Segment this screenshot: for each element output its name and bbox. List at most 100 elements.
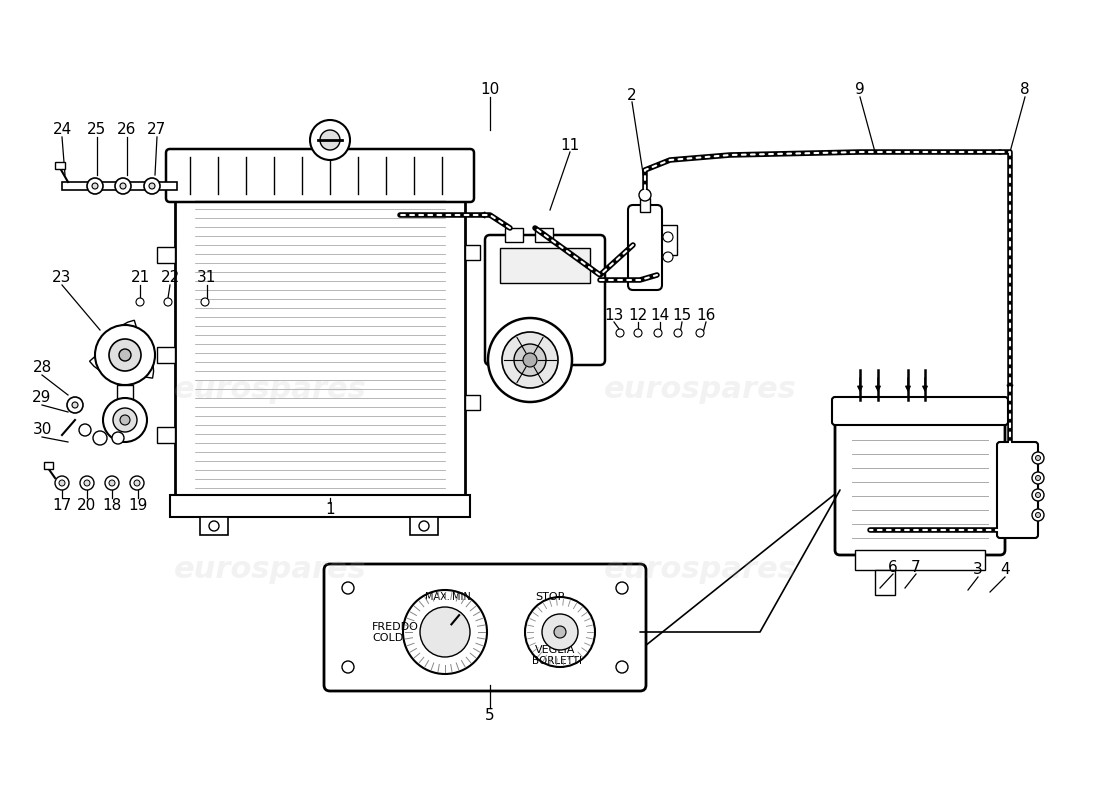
Circle shape <box>209 521 219 531</box>
Circle shape <box>72 402 78 408</box>
Circle shape <box>84 480 90 486</box>
Circle shape <box>80 476 94 490</box>
FancyBboxPatch shape <box>832 397 1008 425</box>
Circle shape <box>55 476 69 490</box>
Circle shape <box>1035 455 1041 461</box>
Circle shape <box>109 480 116 486</box>
Text: BORLETTI: BORLETTI <box>532 656 582 666</box>
Text: eurospares: eurospares <box>174 555 366 585</box>
Circle shape <box>674 329 682 337</box>
Circle shape <box>67 397 82 413</box>
Text: 30: 30 <box>32 422 52 438</box>
Circle shape <box>522 353 537 367</box>
Circle shape <box>164 298 172 306</box>
Text: 18: 18 <box>102 498 122 513</box>
Text: 17: 17 <box>53 498 72 513</box>
Text: 20: 20 <box>77 498 97 513</box>
Circle shape <box>120 183 127 189</box>
Text: 3: 3 <box>974 562 983 578</box>
Circle shape <box>663 232 673 242</box>
Text: VEGLIA: VEGLIA <box>535 645 575 655</box>
Text: COLD: COLD <box>372 633 404 643</box>
Bar <box>200 517 228 535</box>
Circle shape <box>616 661 628 673</box>
Text: 16: 16 <box>696 307 716 322</box>
Circle shape <box>136 298 144 306</box>
Circle shape <box>320 130 340 150</box>
Text: 26: 26 <box>118 122 136 138</box>
Text: eurospares: eurospares <box>174 375 366 405</box>
Bar <box>535 228 553 242</box>
Circle shape <box>134 480 140 486</box>
Bar <box>659 225 676 255</box>
Bar <box>640 198 650 212</box>
Circle shape <box>201 298 209 306</box>
Text: 25: 25 <box>87 122 107 138</box>
Bar <box>157 427 175 443</box>
Text: 6: 6 <box>888 559 898 574</box>
Text: 14: 14 <box>650 307 670 322</box>
Circle shape <box>103 398 147 442</box>
Circle shape <box>1035 475 1041 481</box>
Text: 29: 29 <box>32 390 52 406</box>
Text: 9: 9 <box>855 82 865 98</box>
Text: 28: 28 <box>32 361 52 375</box>
Circle shape <box>116 178 131 194</box>
Circle shape <box>488 318 572 402</box>
Text: 7: 7 <box>911 559 921 574</box>
Bar <box>855 550 984 570</box>
Bar <box>874 570 895 595</box>
FancyBboxPatch shape <box>485 235 605 365</box>
Circle shape <box>616 329 624 337</box>
Circle shape <box>148 183 155 189</box>
Text: 15: 15 <box>672 307 692 322</box>
Circle shape <box>542 614 578 650</box>
Bar <box>55 162 65 169</box>
Circle shape <box>514 344 546 376</box>
Bar <box>410 517 438 535</box>
Text: eurospares: eurospares <box>604 555 796 585</box>
Circle shape <box>113 408 138 432</box>
Circle shape <box>616 582 628 594</box>
Circle shape <box>419 521 429 531</box>
Circle shape <box>92 183 98 189</box>
Circle shape <box>1032 452 1044 464</box>
Text: 8: 8 <box>1020 82 1030 98</box>
Bar <box>175 195 465 495</box>
Text: 10: 10 <box>481 82 499 98</box>
Text: 1: 1 <box>326 502 334 518</box>
Circle shape <box>342 661 354 673</box>
Text: 24: 24 <box>53 122 72 138</box>
Circle shape <box>420 607 470 657</box>
Bar <box>505 228 522 242</box>
Circle shape <box>1032 509 1044 521</box>
Text: 13: 13 <box>604 307 624 322</box>
Text: 19: 19 <box>129 498 147 513</box>
Circle shape <box>112 432 124 444</box>
Circle shape <box>1032 472 1044 484</box>
Text: 23: 23 <box>53 270 72 286</box>
Circle shape <box>59 480 65 486</box>
FancyBboxPatch shape <box>324 564 646 691</box>
Circle shape <box>109 339 141 371</box>
Circle shape <box>696 329 704 337</box>
Text: 12: 12 <box>628 307 648 322</box>
Circle shape <box>554 626 566 638</box>
Circle shape <box>120 415 130 425</box>
Bar <box>44 462 53 469</box>
Bar <box>117 385 133 405</box>
Circle shape <box>403 590 487 674</box>
Polygon shape <box>112 320 139 347</box>
Polygon shape <box>135 347 154 378</box>
Circle shape <box>663 252 673 262</box>
FancyBboxPatch shape <box>997 442 1038 538</box>
Circle shape <box>342 582 354 594</box>
Text: 4: 4 <box>1000 562 1010 578</box>
Circle shape <box>119 349 131 361</box>
Text: 5: 5 <box>485 707 495 722</box>
Circle shape <box>654 329 662 337</box>
Text: 31: 31 <box>197 270 217 286</box>
Circle shape <box>95 325 155 385</box>
Text: eurospares: eurospares <box>604 375 796 405</box>
Text: MAX.: MAX. <box>425 592 450 602</box>
